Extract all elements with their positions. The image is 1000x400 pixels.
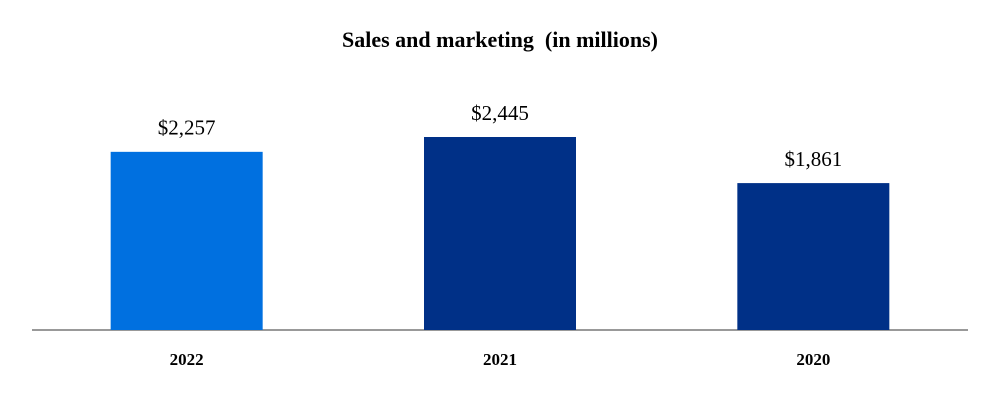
chart-title: Sales and marketing (in millions) bbox=[342, 27, 658, 52]
value-label: $1,861 bbox=[784, 147, 842, 171]
x-tick-label: 2022 bbox=[170, 350, 204, 369]
value-label: $2,257 bbox=[158, 116, 216, 140]
value-label: $2,445 bbox=[471, 101, 529, 125]
bar bbox=[424, 137, 576, 330]
bar bbox=[737, 183, 890, 330]
bar bbox=[110, 151, 263, 330]
x-tick-label: 2020 bbox=[796, 350, 830, 369]
x-tick-label: 2021 bbox=[483, 350, 517, 369]
